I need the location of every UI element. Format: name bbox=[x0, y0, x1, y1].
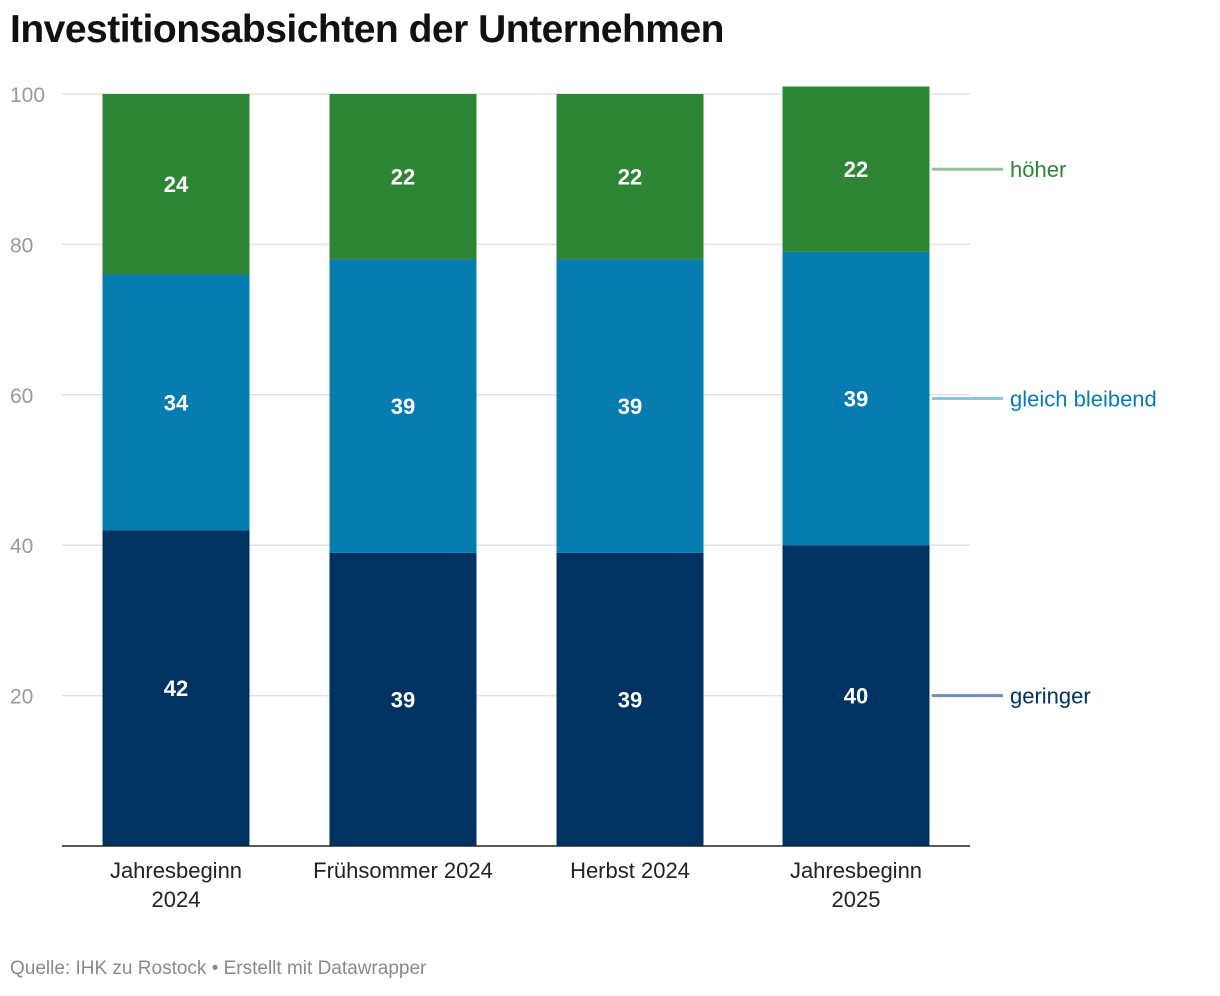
bar-segment bbox=[329, 94, 477, 260]
value-label: 22 bbox=[844, 157, 868, 182]
y-tick-label: 80 bbox=[10, 234, 33, 257]
bar-segment bbox=[556, 94, 704, 260]
x-tick-label: Frühsommer 2024 bbox=[313, 858, 493, 883]
series-label: höher bbox=[1010, 157, 1066, 182]
bar-segment bbox=[556, 259, 704, 553]
source-note: Quelle: IHK zu Rostock • Erstellt mit Da… bbox=[10, 958, 427, 979]
x-axis-labels: Jahresbeginn 2024 Frühsommer 2024 Herbst 20… bbox=[110, 858, 922, 912]
y-tick-label: 60 bbox=[10, 385, 33, 408]
value-labels: 42 34 24 39 39 22 39 39 22 40 39 22 bbox=[164, 157, 868, 712]
value-label: 39 bbox=[618, 394, 642, 419]
chart-title: Investitionsabsichten der Unternehmen bbox=[10, 8, 725, 51]
x-tick-label: Jahresbeginn bbox=[110, 858, 242, 883]
bar-segment bbox=[102, 274, 250, 531]
bar-segment bbox=[102, 94, 250, 275]
value-label: 39 bbox=[844, 387, 868, 412]
value-label: 39 bbox=[391, 687, 415, 712]
series-label: gleich bleibend bbox=[1010, 387, 1157, 412]
bar-segment bbox=[782, 86, 930, 252]
value-label: 40 bbox=[844, 684, 868, 709]
bar-segment bbox=[102, 530, 250, 846]
value-label: 39 bbox=[618, 687, 642, 712]
y-tick-label: 20 bbox=[10, 686, 33, 709]
x-tick-label: Jahresbeginn bbox=[790, 858, 922, 883]
stacked-bar-chart: 20 40 60 80 100 42 34 24 39 39 22 39 39 22 40 39 22 Jah… bbox=[10, 84, 1157, 912]
bar-segment bbox=[782, 545, 930, 846]
bar-segment bbox=[782, 251, 930, 546]
value-label: 22 bbox=[391, 165, 415, 190]
value-label: 39 bbox=[391, 394, 415, 419]
bar-segment bbox=[556, 552, 704, 846]
bar-segment bbox=[329, 259, 477, 553]
bars bbox=[102, 86, 930, 846]
value-label: 34 bbox=[164, 390, 189, 415]
y-axis-ticks: 20 40 60 80 100 bbox=[10, 84, 45, 709]
value-label: 42 bbox=[164, 676, 188, 701]
x-tick-label: 2025 bbox=[832, 887, 881, 912]
y-tick-label: 40 bbox=[10, 535, 33, 558]
bar-segment bbox=[329, 552, 477, 846]
x-tick-label: Herbst 2024 bbox=[570, 858, 690, 883]
value-label: 24 bbox=[164, 172, 189, 197]
value-label: 22 bbox=[618, 165, 642, 190]
series-label: geringer bbox=[1010, 684, 1091, 709]
series-labels: geringer gleich bleibend höher bbox=[932, 157, 1157, 709]
y-tick-label: 100 bbox=[10, 84, 45, 107]
x-tick-label: 2024 bbox=[152, 887, 201, 912]
